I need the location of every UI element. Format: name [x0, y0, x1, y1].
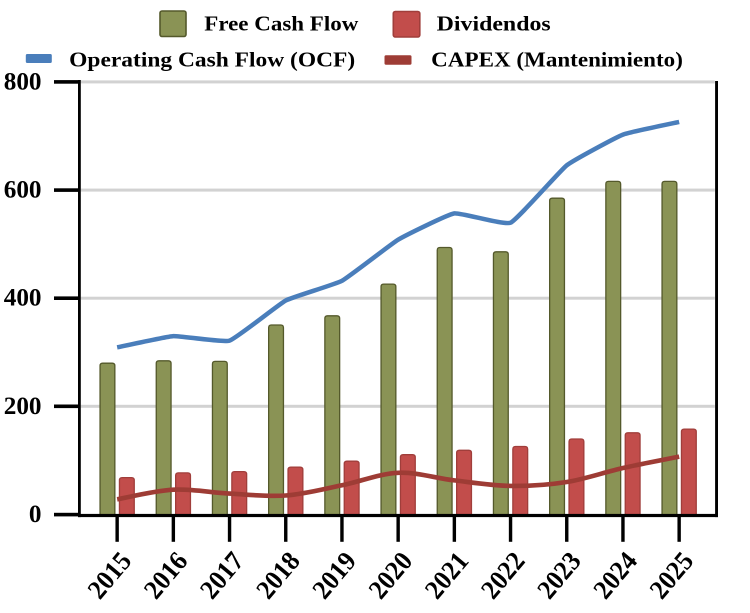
svg-text:CAPEX (Mantenimiento): CAPEX (Mantenimiento) — [431, 49, 683, 71]
svg-text:Operating Cash Flow (OCF): Operating Cash Flow (OCF) — [69, 49, 355, 71]
svg-text:400: 400 — [4, 285, 42, 312]
svg-text:Dividendos: Dividendos — [437, 14, 551, 36]
svg-text:600: 600 — [4, 177, 42, 204]
svg-text:800: 800 — [4, 68, 42, 95]
svg-text:Free Cash Flow: Free Cash Flow — [204, 14, 358, 36]
svg-text:0: 0 — [29, 501, 42, 528]
svg-text:200: 200 — [4, 393, 42, 420]
